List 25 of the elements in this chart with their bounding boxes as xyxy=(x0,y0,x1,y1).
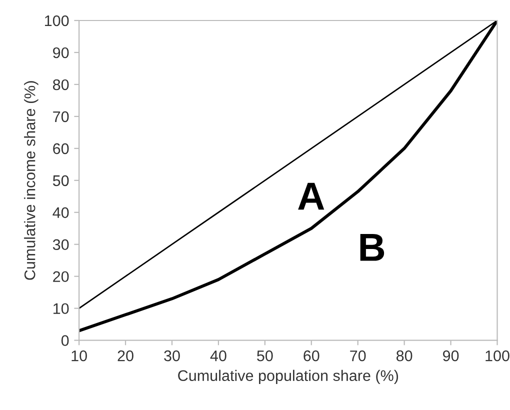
y-tick-label: 10 xyxy=(54,303,69,314)
x-tick-label: 60 xyxy=(304,350,320,362)
y-tick-label: 30 xyxy=(52,239,69,250)
x-tick-label: 90 xyxy=(443,350,459,362)
y-tick-label: 90 xyxy=(53,47,69,58)
x-tick-label: 30 xyxy=(164,350,180,362)
x-tick-label: 70 xyxy=(350,350,366,362)
x-tick-label: 80 xyxy=(396,350,412,362)
y-tick-label: 100 xyxy=(45,15,69,26)
y-tick-label: 60 xyxy=(53,143,69,154)
x-tick-label: 50 xyxy=(257,350,273,362)
y-tick-label: 80 xyxy=(53,79,69,90)
y-axis-title: Cumulative income share (%) xyxy=(24,81,38,280)
x-tick-label: 100 xyxy=(486,350,510,362)
annotation: B xyxy=(360,234,384,261)
y-tick-label: 40 xyxy=(52,207,69,218)
y-tick-label: 70 xyxy=(53,111,69,122)
y-tick-label: 50 xyxy=(52,175,69,186)
annotation: A xyxy=(298,182,324,210)
x-tick-label: 20 xyxy=(118,350,134,362)
x-tick-label: 10 xyxy=(72,350,87,362)
x-tick-label: 40 xyxy=(210,350,226,362)
y-tick-label: 20 xyxy=(53,271,69,282)
y-tick-label: 0 xyxy=(61,335,69,346)
x-axis-title: Cumulative population share (%) xyxy=(178,370,398,384)
